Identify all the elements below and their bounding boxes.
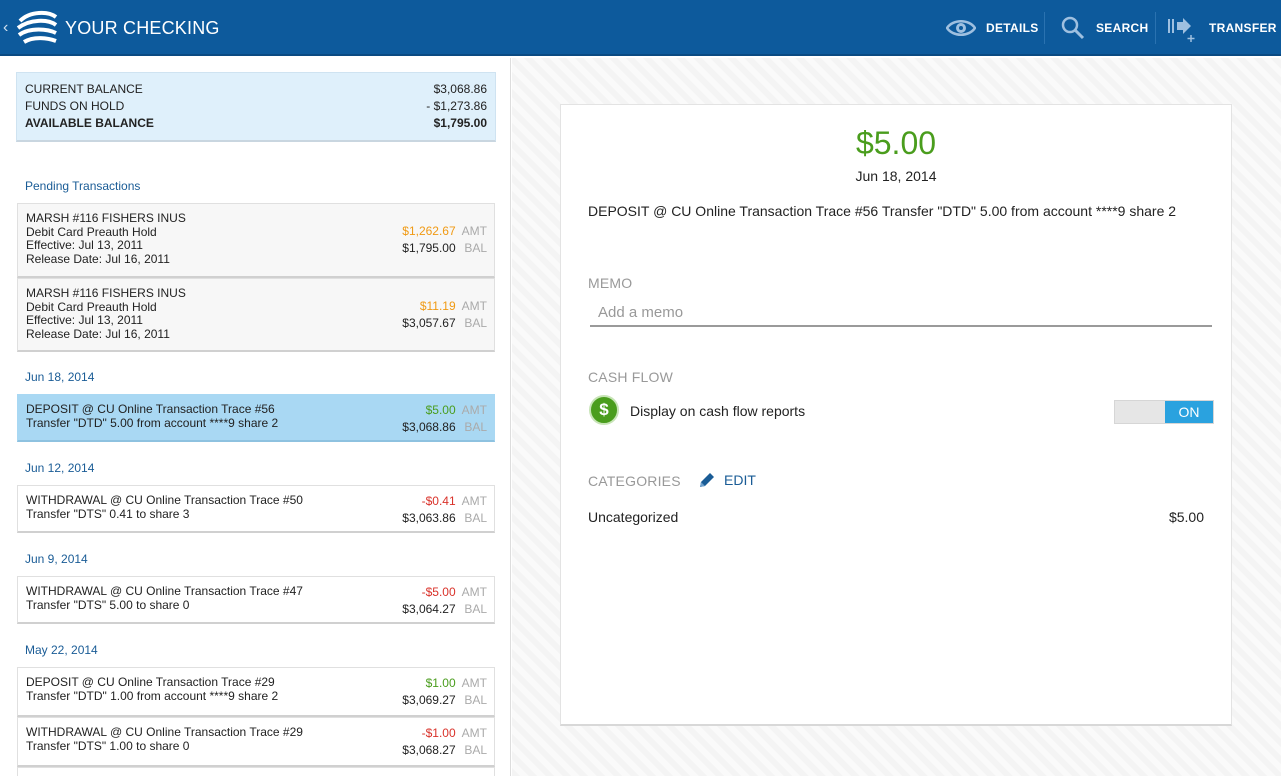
transaction-amounts: -$1.00 AMT $3,068.27 BAL [402,725,487,759]
transaction-balance: $3,063.86 [402,511,456,525]
transaction-description: MARSH #116 FISHERS INUS Debit Card Preau… [26,211,186,267]
transaction-row[interactable]: WITHDRAWAL @ CU Online Transaction Trace… [17,717,495,767]
funds-on-hold-label: FUNDS ON HOLD [25,99,125,113]
transaction-amount: -$0.41 [421,494,456,508]
amt-tag: AMT [461,494,487,508]
section-heading: Jun 18, 2014 [25,370,95,384]
transaction-row[interactable]: DEPOSIT @ CU Online Transaction Trace #2… [17,667,495,717]
transaction-balance: $3,068.86 [402,420,456,434]
available-balance-value: $1,795.00 [433,116,487,130]
transaction-amount: $11.19 [419,299,456,313]
amt-tag: AMT [461,585,487,599]
memo-input[interactable] [590,299,1212,327]
section-heading: Pending Transactions [25,179,141,193]
transaction-description: DEPOSIT @ CU Online Transaction Trace #2… [26,675,279,703]
page-title: YOUR CHECKING [65,18,220,38]
transaction-amounts: $1,262.67 AMT $1,795.00 BAL [402,223,487,257]
category-amount: $5.00 [1168,509,1204,525]
amt-tag: AMT [461,224,487,238]
transaction-row[interactable]: MARSH #116 FISHERS INUS Debit Card Preau… [17,278,495,352]
memo-label: MEMO [588,275,633,291]
cash-flow-toggle[interactable]: ON [1114,400,1214,424]
cash-flow-description: Display on cash flow reports [630,403,806,419]
section-heading: Jun 12, 2014 [25,461,95,475]
categories-label: CATEGORIES [588,473,681,489]
transaction-description: DEPOSIT @ CU Online Transaction Trace #5… [26,402,279,430]
transaction-amounts: $5.00 AMT $3,068.86 BAL [402,402,487,436]
search-label: SEARCH [1096,21,1149,35]
toolbar-divider [1044,12,1045,44]
transaction-amount: $1,262.67 [402,224,456,238]
detail-amount: $5.00 [855,125,937,161]
balance-summary: CURRENT BALANCE $3,068.86 FUNDS ON HOLD … [16,72,496,142]
section-heading: May 22, 2014 [25,643,98,657]
amt-tag: AMT [461,299,487,313]
transfer-icon [1168,18,1195,42]
transaction-list-pane[interactable]: CURRENT BALANCE $3,068.86 FUNDS ON HOLD … [0,58,511,776]
transaction-detail-card: $5.00 Jun 18, 2014 DEPOSIT @ CU Online T… [560,104,1232,726]
transaction-amount: $5.00 [425,403,456,417]
amt-tag: AMT [461,676,487,690]
back-chevron-icon[interactable]: ‹ [3,19,9,36]
details-label: DETAILS [986,21,1039,35]
available-balance-label: AVAILABLE BALANCE [25,116,154,130]
transaction-row[interactable] [17,767,495,776]
transaction-balance: $3,068.27 [402,743,456,757]
transaction-amounts: $11.19 AMT $3,057.67 BAL [402,298,487,332]
transaction-description: WITHDRAWAL @ CU Online Transaction Trace… [26,725,303,753]
transaction-row-selected[interactable]: DEPOSIT @ CU Online Transaction Trace #5… [17,394,495,442]
current-balance-row: CURRENT BALANCE $3,068.86 [25,82,487,98]
eye-icon [946,20,976,36]
transfer-button[interactable]: TRANSFER [1167,0,1277,56]
bal-tag: BAL [464,316,487,330]
available-balance-row: AVAILABLE BALANCE $1,795.00 [25,116,487,132]
transaction-amount: -$5.00 [421,585,456,599]
funds-on-hold-row: FUNDS ON HOLD - $1,273.86 [25,99,487,115]
transaction-description: MARSH #116 FISHERS INUS Debit Card Preau… [26,286,186,342]
transaction-detail-pane: $5.00 Jun 18, 2014 DEPOSIT @ CU Online T… [512,58,1281,776]
top-bar: ‹ YOUR CHECKING DETAILS SEARCH TRANSFE [0,0,1281,56]
detail-date: Jun 18, 2014 [855,168,937,184]
transfer-label: TRANSFER [1209,21,1277,35]
transaction-amounts: $1.00 AMT $3,069.27 BAL [402,675,487,709]
dollar-icon: $ [589,395,619,425]
current-balance-value: $3,068.86 [433,82,487,96]
transaction-amount: $1.00 [425,676,456,690]
bal-tag: BAL [464,693,487,707]
transaction-row[interactable]: MARSH #116 FISHERS INUS Debit Card Preau… [17,203,495,278]
section-heading: Jun 9, 2014 [25,552,88,566]
edit-categories-button[interactable]: EDIT [698,471,756,489]
transaction-balance: $3,064.27 [402,602,456,616]
bal-tag: BAL [464,602,487,616]
edit-label: EDIT [724,472,756,488]
search-icon [1061,16,1085,40]
details-button[interactable]: DETAILS [946,0,1039,56]
transaction-balance: $3,057.67 [402,316,456,330]
bal-tag: BAL [464,241,487,255]
bal-tag: BAL [464,420,487,434]
transaction-amount: -$1.00 [421,726,456,740]
toolbar-divider [1155,12,1156,44]
amt-tag: AMT [461,403,487,417]
funds-on-hold-value: - $1,273.86 [426,99,487,113]
transaction-description: WITHDRAWAL @ CU Online Transaction Trace… [26,493,303,521]
bal-tag: BAL [464,743,487,757]
toggle-state: ON [1165,401,1213,423]
detail-description: DEPOSIT @ CU Online Transaction Trace #5… [588,203,1177,219]
category-name: Uncategorized [588,509,679,525]
cash-flow-label: CASH FLOW [588,369,674,385]
amt-tag: AMT [461,726,487,740]
transaction-balance: $3,069.27 [402,693,456,707]
transaction-row[interactable]: WITHDRAWAL @ CU Online Transaction Trace… [17,576,495,624]
transaction-description: WITHDRAWAL @ CU Online Transaction Trace… [26,584,303,612]
transaction-amounts: -$5.00 AMT $3,064.27 BAL [402,584,487,618]
app-logo-icon[interactable] [16,7,58,49]
transaction-amounts: -$0.41 AMT $3,063.86 BAL [402,493,487,527]
bal-tag: BAL [464,511,487,525]
transaction-balance: $1,795.00 [402,241,456,255]
current-balance-label: CURRENT BALANCE [25,82,143,96]
search-button[interactable]: SEARCH [1060,0,1148,56]
pencil-icon [700,473,714,487]
transaction-row[interactable]: WITHDRAWAL @ CU Online Transaction Trace… [17,485,495,533]
